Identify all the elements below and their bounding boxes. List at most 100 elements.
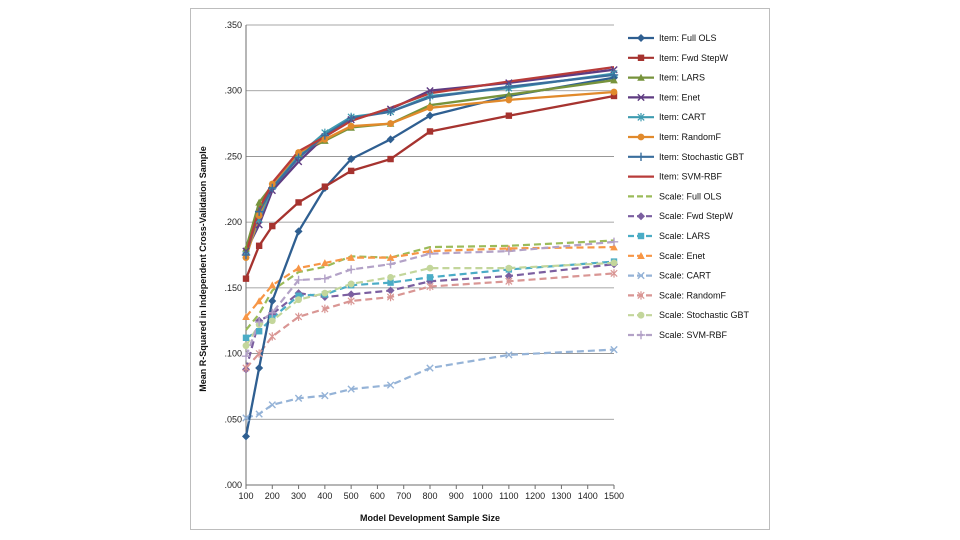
series-lines (244, 65, 615, 437)
data-point (268, 401, 276, 409)
data-point (426, 264, 434, 272)
data-point (609, 237, 619, 247)
line-chart: .000 .050 .100 .150 .200 .250 .300 .350 100 200 30… (198, 20, 750, 523)
legend-marker (636, 330, 646, 340)
data-point (321, 289, 329, 297)
series-line (245, 239, 615, 331)
data-point (255, 364, 264, 373)
data-point (610, 76, 618, 84)
legend-marker (636, 152, 646, 161)
data-point (387, 273, 394, 281)
data-point (387, 120, 394, 127)
series-line (245, 272, 615, 369)
legend-label: Scale: Enet (659, 251, 706, 261)
data-point (610, 345, 618, 354)
y-tick-label: .050 (224, 414, 242, 424)
data-point (426, 274, 434, 281)
data-point (242, 275, 250, 282)
x-tick-label: 600 (370, 491, 385, 501)
data-point (426, 87, 434, 95)
data-point (505, 277, 513, 286)
data-point (295, 149, 302, 156)
legend: Item: Full OLS Item: Fwd StepW Item: LARS I… (628, 33, 750, 340)
legend-marker (637, 34, 645, 42)
x-axis-title: Model Development Sample Size (360, 513, 500, 523)
series-line (245, 261, 615, 347)
gridlines (246, 24, 614, 486)
y-tick-label: .000 (224, 480, 242, 490)
x-tick-label: 900 (449, 491, 464, 501)
data-point (347, 155, 356, 164)
chart-frame: .000 .050 .100 .150 .200 .250 .300 .350 100 200 30… (190, 8, 770, 530)
data-point (504, 82, 514, 91)
series-line (244, 73, 615, 256)
data-point (294, 227, 303, 236)
data-point (347, 296, 355, 306)
legend-label: Scale: LARS (659, 231, 710, 241)
y-tick-label: .200 (224, 217, 242, 227)
data-point (320, 131, 330, 140)
data-point (295, 199, 302, 206)
data-point (426, 128, 434, 135)
data-point (610, 269, 618, 278)
data-point (426, 282, 434, 291)
data-point (242, 312, 250, 320)
data-point (268, 332, 276, 341)
data-point (386, 107, 395, 116)
data-point (255, 410, 263, 418)
legend-label: Item: Fwd StepW (659, 53, 729, 63)
data-point (610, 88, 618, 96)
data-point (255, 328, 263, 335)
data-point (321, 391, 329, 400)
legend-marker (637, 212, 645, 221)
y-tick-label: .350 (224, 20, 242, 30)
data-point (347, 280, 355, 288)
series-line (244, 65, 615, 255)
data-point (504, 272, 513, 281)
data-point (386, 292, 395, 302)
data-point (294, 394, 303, 402)
data-point (425, 249, 435, 258)
legend-marker (637, 252, 645, 259)
data-point (294, 264, 303, 272)
data-point (386, 286, 395, 295)
data-point (255, 297, 263, 305)
legend-marker (637, 113, 645, 122)
data-point (269, 222, 276, 230)
data-point (505, 96, 513, 104)
legend-label: Scale: Stochastic GBT (659, 310, 750, 320)
data-point (426, 364, 434, 372)
series-line (244, 94, 615, 280)
data-point (386, 260, 395, 269)
data-point (321, 183, 329, 190)
x-tick-label: 100 (238, 491, 253, 501)
data-point (254, 207, 264, 216)
data-point (347, 167, 355, 175)
data-point (346, 114, 356, 123)
x-tick-label: 500 (344, 491, 359, 501)
data-point (255, 242, 263, 249)
series-markers (241, 65, 619, 441)
series-line (245, 260, 615, 339)
legend-label: Scale: CART (659, 271, 711, 281)
data-point (241, 250, 251, 260)
data-point (255, 198, 263, 206)
legend-label: Scale: RandomF (659, 290, 727, 300)
data-point (505, 90, 513, 98)
x-tick-label: 200 (265, 491, 280, 501)
series-line (244, 76, 615, 437)
legend-label: Scale: Fwd StepW (659, 211, 734, 221)
legend-marker (637, 232, 645, 240)
series-line (245, 348, 615, 420)
x-tick-label: 1100 (499, 491, 518, 501)
data-point (386, 253, 395, 261)
x-tick-label: 700 (396, 491, 411, 501)
data-point (347, 290, 356, 299)
legend-marker (637, 133, 645, 141)
data-point (386, 135, 395, 144)
legend-marker (637, 311, 645, 319)
legend-marker (637, 291, 645, 300)
data-point (347, 122, 355, 130)
y-tick-label: .100 (224, 349, 242, 359)
data-point (425, 93, 435, 102)
